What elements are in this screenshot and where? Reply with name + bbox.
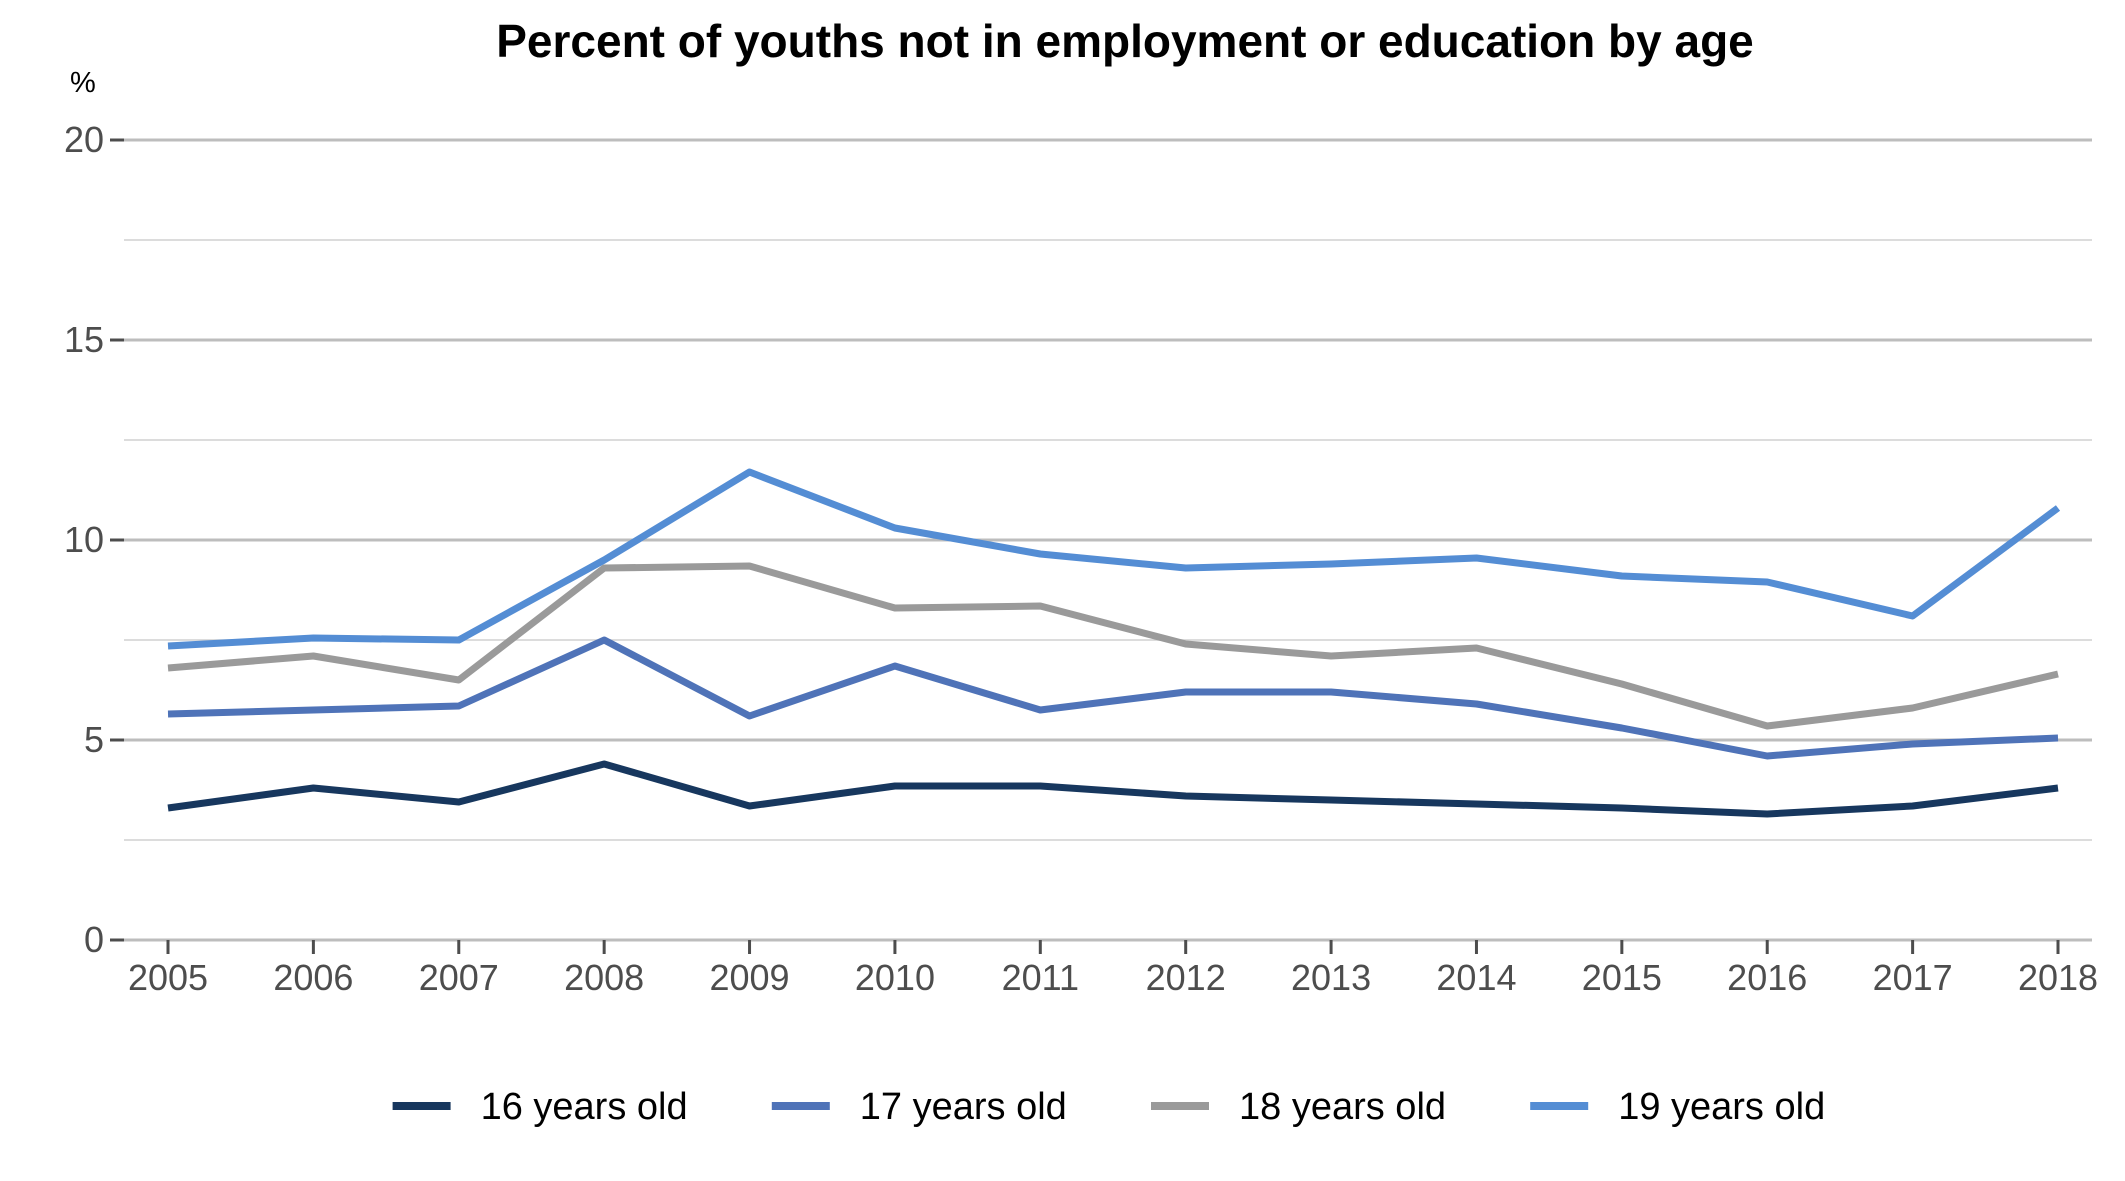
y-tick-label-15: 15: [64, 319, 104, 360]
series-lines: [167, 468, 2061, 818]
x-tick-label-2008: 2008: [564, 957, 644, 998]
x-tick-label-2009: 2009: [709, 957, 789, 998]
x-tick-label-2011: 2011: [1002, 957, 1079, 998]
y-tick-label-10: 10: [64, 519, 104, 560]
x-tick-label-2012: 2012: [1146, 957, 1226, 998]
y-tick-label-20: 20: [64, 119, 104, 160]
x-tick-label-2018: 2018: [2018, 957, 2098, 998]
legend: 16 years old 17 years old 18 years old 19 y…: [392, 1086, 1825, 1128]
legend-label-2: 17 years old: [860, 1086, 1067, 1128]
x-tick-label-2016: 2016: [1727, 957, 1807, 998]
x-tick-label-2007: 2007: [419, 957, 499, 998]
x-tick-label-2014: 2014: [1436, 957, 1516, 998]
y-tick-label-0: 0: [84, 919, 104, 960]
legend-label-1: 16 years old: [481, 1086, 688, 1128]
x-tick-label-2017: 2017: [1873, 957, 1953, 998]
legend-label-4: 19 years old: [1618, 1086, 1825, 1128]
x-tick-label-2013: 2013: [1291, 957, 1371, 998]
x-tick-label-2015: 2015: [1582, 957, 1662, 998]
series-line-1: [167, 760, 2059, 818]
series-line-2: [167, 636, 2059, 760]
legend-label-3: 18 years old: [1239, 1086, 1446, 1128]
x-tick-label-2005: 2005: [128, 957, 208, 998]
x-tick-label-2010: 2010: [855, 957, 935, 998]
y-tick-label-5: 5: [84, 719, 104, 760]
y-unit-label: %: [70, 67, 96, 99]
axes: 0 5 10 15 20 2005 2006 2007 2008 2009 2010 2011 2012…: [64, 119, 2098, 998]
x-tick-label-2006: 2006: [273, 957, 353, 998]
gridlines: [124, 138, 2092, 942]
chart-title: Percent of youths not in employment or e…: [496, 15, 1754, 67]
series-line-4: [167, 468, 2061, 650]
series-line-3: [167, 562, 2059, 730]
